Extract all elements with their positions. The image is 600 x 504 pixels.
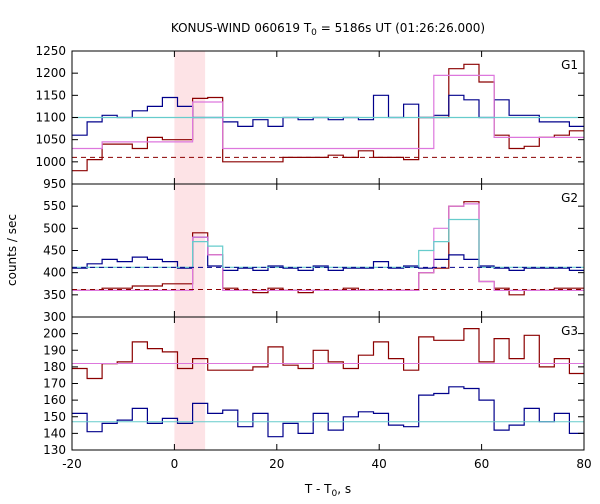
- x-tick-label: 80: [576, 457, 591, 471]
- y-tick-label: 140: [43, 426, 66, 440]
- panel-series-group: [72, 328, 584, 438]
- panel-g2: 300 350 400 450 500 550 G2: [43, 183, 585, 324]
- panel-label: G1: [561, 58, 578, 72]
- panel-frame: [71, 183, 585, 318]
- x-tick-label: 60: [474, 457, 489, 471]
- y-tick-label: 180: [43, 360, 66, 374]
- panel-series-group: [72, 63, 584, 172]
- y-tick-label: 1250: [35, 44, 66, 58]
- y-tick-label: 1100: [35, 111, 66, 125]
- x-tick-label: -20: [62, 457, 82, 471]
- series-model-pink: [72, 74, 584, 150]
- y-tick-label: 1200: [35, 66, 66, 80]
- y-tick-label: 450: [43, 244, 66, 258]
- y-tick-label: 150: [43, 410, 66, 424]
- chart-title: KONUS-WIND 060619 T0 = 5186s UT (01:26:2…: [171, 21, 485, 38]
- y-tick-label: 170: [43, 377, 66, 391]
- series-model-pink: [72, 203, 584, 291]
- plot-layer: 950100010501100115012001250G130035040045…: [35, 44, 591, 471]
- panel-label: G2: [561, 191, 578, 205]
- series-rate-navy: [72, 236, 584, 271]
- y-tick-label: 300: [43, 310, 66, 324]
- y-tick-label: 200: [43, 327, 66, 341]
- y-tick-label: 550: [43, 199, 66, 213]
- panel-label: G3: [561, 324, 578, 338]
- series-model-cyan: [72, 218, 584, 268]
- highlight-band: [174, 317, 206, 450]
- x-tick-label: 0: [171, 457, 179, 471]
- y-tick-label: 1000: [35, 155, 66, 169]
- y-tick-label: 950: [43, 177, 66, 191]
- y-axis-label: counts / sec: [5, 214, 19, 286]
- series-rate-dark-red: [72, 201, 584, 296]
- panel-series-group: [72, 201, 584, 296]
- y-tick-label: 400: [43, 266, 66, 280]
- panel-g1: 950 1000 1050 1100 1150 1200 1250 G1: [35, 44, 585, 191]
- x-tick-label: 40: [372, 457, 387, 471]
- panel-g3: 130 140 150 160 170 180 190 200 G3: [43, 316, 585, 457]
- y-tick-label: 190: [43, 343, 66, 357]
- y-tick-label: 1050: [35, 133, 66, 147]
- x-tick-label: 20: [269, 457, 284, 471]
- y-tick-label: 130: [43, 443, 66, 457]
- series-rate-navy: [72, 94, 584, 136]
- highlight-band: [174, 184, 206, 317]
- y-tick-label: 160: [43, 393, 66, 407]
- series-rate-dark-red: [72, 328, 584, 380]
- y-tick-label: 500: [43, 221, 66, 235]
- y-tick-label: 1150: [35, 88, 66, 102]
- x-axis-label: T - T0, s: [304, 482, 351, 499]
- series-rate-navy: [72, 386, 584, 438]
- series-rate-dark-red: [72, 63, 584, 172]
- y-tick-label: 350: [43, 288, 66, 302]
